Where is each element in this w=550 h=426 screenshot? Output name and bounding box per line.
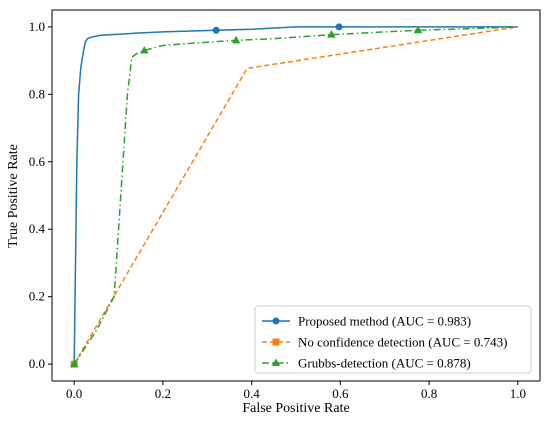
legend-box	[254, 305, 532, 374]
y-axis-ticks: 0.0 0.2 0.4 0.6 0.8 1.0	[29, 19, 52, 371]
x-tick-label: 0.4	[244, 386, 261, 401]
y-tick-label: 0.0	[29, 356, 45, 371]
series-3-marker	[69, 359, 79, 368]
series-line-3	[73, 26, 518, 365]
y-axis-label: True Positive Rate	[6, 144, 21, 248]
x-tick-label: 0.0	[66, 386, 82, 401]
series-1-marker	[212, 26, 220, 34]
series-layer	[69, 23, 518, 368]
legend-marker-2	[272, 338, 280, 346]
y-tick-label: 1.0	[29, 19, 45, 34]
legend-label-2: No confidence detection (AUC = 0.743)	[298, 335, 508, 350]
x-tick-label: 0.2	[155, 386, 171, 401]
series-1-marker	[335, 23, 343, 31]
y-tick-label: 0.4	[29, 221, 46, 236]
y-tick-label: 0.8	[29, 86, 45, 101]
plot-frame	[51, 9, 541, 382]
legend-label-3: Grubbs-detection (AUC = 0.878)	[298, 356, 471, 371]
legend-label-1: Proposed method (AUC = 0.983)	[298, 314, 471, 329]
y-tick-label: 0.6	[29, 154, 46, 169]
series-line-1	[73, 26, 518, 365]
x-axis-ticks: 0.0 0.2 0.4 0.6 0.8 1.0	[66, 381, 526, 401]
series-line-2	[73, 26, 518, 365]
x-tick-label: 1.0	[510, 386, 526, 401]
x-tick-label: 0.6	[332, 386, 349, 401]
legend-marker-1	[272, 317, 280, 325]
x-tick-label: 0.8	[421, 386, 437, 401]
y-tick-label: 0.2	[29, 289, 45, 304]
legend: Proposed method (AUC = 0.983) No confiden…	[254, 305, 532, 374]
series-3-marker	[231, 35, 241, 44]
x-axis-label: False Positive Rate	[242, 401, 349, 416]
series-3-marker	[140, 45, 149, 54]
series-3-marker	[327, 30, 336, 38]
legend-marker-3	[271, 358, 281, 366]
series-3-marker	[413, 25, 423, 34]
